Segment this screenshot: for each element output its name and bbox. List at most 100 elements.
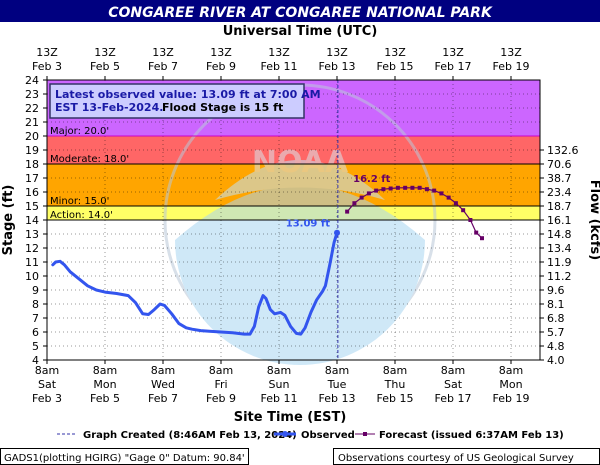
y-tick-label-20: 20 [25, 130, 39, 143]
top-tick-time-8: 13Z [268, 46, 290, 59]
forecast-point-3 [366, 191, 371, 196]
y-axis-title: Stage (ft) [1, 185, 16, 256]
legend-forecast-marker [363, 432, 367, 436]
y2-tick-label-6: 5.7 [547, 326, 565, 339]
flood-category-labels: Major: 20.0' Moderate: 18.0' Minor: 15.0' A… [47, 126, 540, 221]
top-tick-time-10: 13Z [326, 46, 348, 59]
top-tick-date-6: Feb 9 [206, 60, 236, 73]
y-tick-label-7: 7 [32, 312, 39, 325]
y-tick-label-11: 11 [25, 256, 39, 269]
y-tick-label-23: 23 [25, 88, 39, 101]
x-tick-date-10: Feb 13 [319, 392, 356, 405]
top-tick-time-2: 13Z [94, 46, 116, 59]
y-tick-label-15: 15 [25, 200, 39, 213]
top-tick-time-6: 13Z [210, 46, 232, 59]
x-tick-date-14: Feb 17 [435, 392, 472, 405]
top-tick-date-8: Feb 11 [261, 60, 298, 73]
x-tick-date-6: Feb 9 [206, 392, 236, 405]
band-moderate [47, 136, 540, 164]
title-bar [0, 0, 600, 22]
y-tick-label-10: 10 [25, 270, 39, 283]
top-tick-date-0: Feb 3 [32, 60, 62, 73]
flood-label-major: Major: 20.0' [50, 126, 109, 137]
forecast-point-10 [417, 185, 422, 190]
forecast-point-16 [461, 208, 466, 213]
y2-tick-label-5: 4.8 [547, 340, 565, 353]
chart-title: CONGAREE RIVER AT CONGAREE NATIONAL PARK [108, 5, 493, 21]
x-tick-time-12: 8am [383, 364, 407, 377]
x-tick-date-12: Feb 15 [377, 392, 414, 405]
x-tick-date-2: Feb 5 [90, 392, 120, 405]
x-tick-date-8: Feb 11 [261, 392, 298, 405]
top-tick-date-14: Feb 17 [435, 60, 472, 73]
y-tick-label-18: 18 [25, 158, 39, 171]
x-tick-weekday-12: Thu [384, 378, 406, 391]
forecast-point-5 [381, 187, 386, 192]
forecast-series: 16.2 ft [345, 174, 484, 241]
y2-tick-label-7: 6.8 [547, 312, 565, 325]
forecast-point-11 [424, 187, 429, 192]
y2-tick-label-15: 18.7 [547, 200, 572, 213]
x-tick-weekday-4: Wed [151, 378, 175, 391]
y-tick-label-16: 16 [25, 186, 39, 199]
forecast-point-6 [388, 186, 393, 191]
x-tick-weekday-10: Tue [327, 378, 347, 391]
forecast-peak-label: 16.2 ft [353, 174, 391, 185]
footer-credit: Observations courtesy of US Geological S… [338, 453, 574, 464]
top-tick-date-10: Feb 13 [319, 60, 356, 73]
noaa-watermark: NOAA [163, 83, 437, 365]
forecast-point-14 [446, 195, 451, 200]
y2-tick-label-4: 4.0 [547, 354, 565, 367]
latest-value-box: Latest observed value: 13.09 ft at 7:00 … [49, 83, 321, 119]
x-tick-date-16: Feb 19 [493, 392, 530, 405]
y-tick-label-8: 8 [32, 298, 39, 311]
y2-tick-label-17: 38.7 [547, 172, 572, 185]
svg-text:NOAA: NOAA [252, 145, 349, 180]
y-tick-label-5: 5 [32, 340, 39, 353]
x-tick-weekday-0: Sat [38, 378, 57, 391]
forecast-point-4 [374, 188, 379, 193]
x-tick-time-0: 8am [35, 364, 59, 377]
legend: Graph Created (8:46AM Feb 13, 2024) Obse… [57, 430, 564, 441]
forecast-point-7 [395, 185, 400, 190]
y2-tick-label-16: 23.4 [547, 186, 572, 199]
top-tick-date-16: Feb 19 [493, 60, 530, 73]
observed-latest-label: 13.09 ft [286, 219, 330, 230]
y-tick-label-4: 4 [32, 354, 39, 367]
y2-tick-label-9: 9.6 [547, 284, 565, 297]
y-tick-label-24: 24 [25, 74, 39, 87]
top-tick-time-14: 13Z [442, 46, 464, 59]
observed-line [51, 231, 339, 336]
x-tick-weekday-2: Mon [93, 378, 116, 391]
x-tick-time-10: 8am [325, 364, 349, 377]
x-tick-weekday-8: Sun [269, 378, 290, 391]
x-tick-time-2: 8am [93, 364, 117, 377]
y2-axis-title: Flow (kcfs) [587, 180, 600, 260]
top-tick-time-16: 13Z [500, 46, 522, 59]
observed-latest-point [334, 229, 340, 236]
forecast-point-0 [345, 209, 350, 214]
y2-tick-label-12: 13.4 [547, 242, 572, 255]
forecast-point-19 [480, 236, 484, 241]
y-tick-label-21: 21 [25, 116, 39, 129]
flood-stage-note: Flood Stage is 15 ft [162, 101, 283, 114]
top-tick-date-2: Feb 5 [90, 60, 120, 73]
flood-label-moderate: Moderate: 18.0' [50, 154, 129, 165]
x-tick-time-8: 8am [267, 364, 291, 377]
forecast-point-8 [403, 185, 408, 190]
forecast-point-2 [359, 195, 364, 200]
y-tick-label-12: 12 [25, 242, 39, 255]
latest-value-line2: EST 13-Feb-2024. [55, 101, 163, 114]
x-tick-time-14: 8am [441, 364, 465, 377]
top-tick-date-12: Feb 15 [377, 60, 414, 73]
x-tick-time-4: 8am [151, 364, 175, 377]
top-tick-time-12: 13Z [384, 46, 406, 59]
x-tick-date-0: Feb 3 [32, 392, 62, 405]
forecast-point-1 [352, 201, 357, 206]
bottom-axis-title: Site Time (EST) [234, 410, 347, 425]
y-tick-label-9: 9 [32, 284, 39, 297]
x-tick-weekday-16: Mon [499, 378, 522, 391]
flood-label-minor: Minor: 15.0' [50, 196, 109, 207]
y2-tick-label-11: 11.9 [547, 256, 572, 269]
